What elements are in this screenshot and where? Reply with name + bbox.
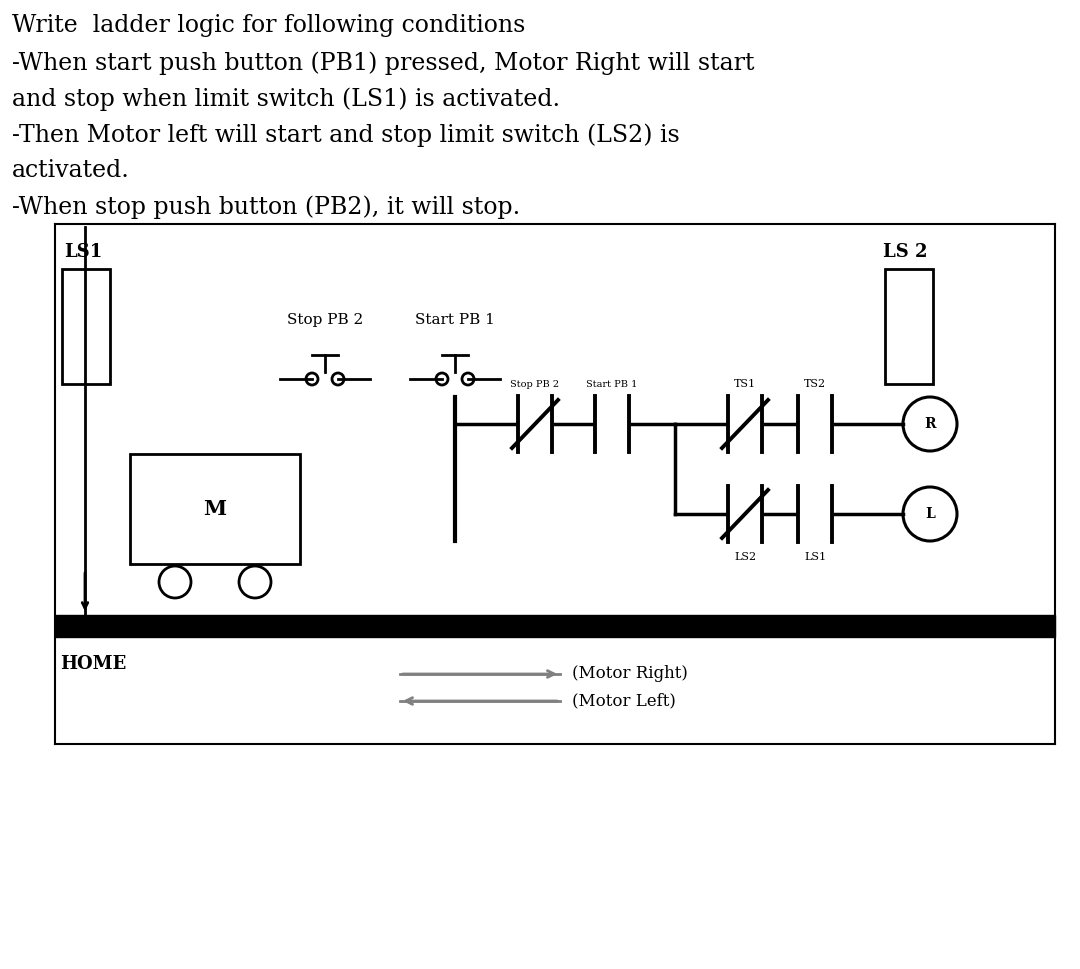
Text: Start PB 1: Start PB 1: [586, 380, 637, 389]
Text: Stop PB 2: Stop PB 2: [511, 380, 559, 389]
Text: Stop PB 2: Stop PB 2: [287, 313, 363, 327]
Text: HOME: HOME: [60, 655, 126, 673]
Bar: [62, 269, 110, 384]
Text: -When stop push button (PB2), it will stop.: -When stop push button (PB2), it will st…: [12, 195, 521, 219]
Text: L: L: [926, 507, 935, 521]
Text: activated.: activated.: [12, 159, 130, 182]
Text: and stop when limit switch (LS1) is activated.: and stop when limit switch (LS1) is acti…: [12, 87, 561, 110]
Text: Start PB 1: Start PB 1: [415, 313, 495, 327]
Text: R: R: [924, 417, 935, 431]
Text: M: M: [203, 499, 227, 519]
Text: -When start push button (PB1) pressed, Motor Right will start: -When start push button (PB1) pressed, M…: [12, 51, 755, 75]
Text: (Motor Left): (Motor Left): [572, 693, 676, 709]
Text: LS 2: LS 2: [883, 243, 928, 261]
Text: -Then Motor left will start and stop limit switch (LS2) is: -Then Motor left will start and stop lim…: [12, 123, 679, 146]
Text: LS2: LS2: [734, 552, 756, 562]
Text: Write  ladder logic for following conditions: Write ladder logic for following conditi…: [12, 14, 525, 37]
Bar: [130, 454, 300, 564]
Text: LS1: LS1: [804, 552, 826, 562]
Text: TS2: TS2: [804, 379, 826, 389]
Bar: [885, 269, 933, 384]
Text: (Motor Right): (Motor Right): [572, 666, 688, 682]
Text: TS1: TS1: [734, 379, 756, 389]
Text: LS1: LS1: [64, 243, 103, 261]
Bar: [55, 615, 1055, 637]
